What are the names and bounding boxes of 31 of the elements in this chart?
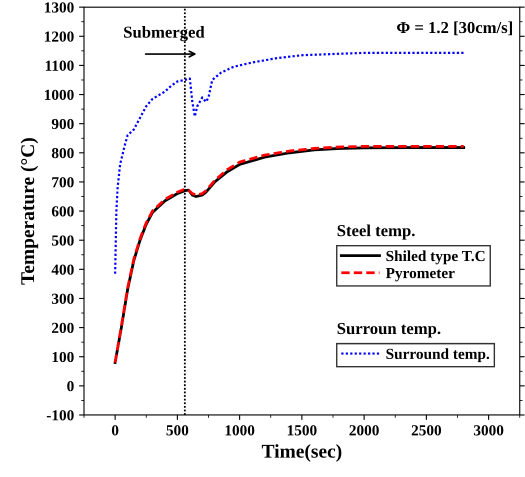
y-tick-label: 600 [52,206,74,217]
y-tick-label: 500 [52,235,74,246]
annotation: Surroun temp. [338,322,440,338]
legend-label: Pyrometer [386,268,455,282]
y-tick-label: 200 [52,322,74,334]
y-tick-label: 1000 [44,90,74,100]
x-tick-label: 2000 [349,425,379,436]
annotation: Φ = 1.2 [30cm/s] [397,21,512,36]
x-tick-label: 500 [166,425,188,436]
annotation: Steel temp. [338,224,415,240]
y-tick-label: 800 [52,148,74,158]
x-axis-title: Time(sec) [262,444,342,462]
y-tick-label: 1100 [46,60,74,71]
legend-label: Surround temp. [386,348,490,362]
y-tick-label: 700 [52,177,74,188]
y-tick-label: 1300 [44,2,74,13]
x-tick-label: 1500 [288,425,317,436]
y-tick-label: 300 [52,294,74,304]
x-tick-label: 3000 [474,425,504,436]
x-tick-label: 0 [112,425,118,436]
legend-label: Shiled type T.C [386,250,485,264]
y-tick-label: 900 [52,118,74,130]
annotation: Submerged [124,26,205,42]
y-tick-label: 100 [52,352,74,362]
y-axis-title: Temperature (°C) [20,138,38,285]
x-tick-label: 2500 [412,425,442,436]
y-tick-label: 0 [67,381,74,392]
y-tick-label: 1200 [44,31,74,42]
x-tick-label: 1000 [226,425,254,436]
y-tick-label: -100 [46,410,74,420]
y-tick-label: 400 [52,264,74,275]
